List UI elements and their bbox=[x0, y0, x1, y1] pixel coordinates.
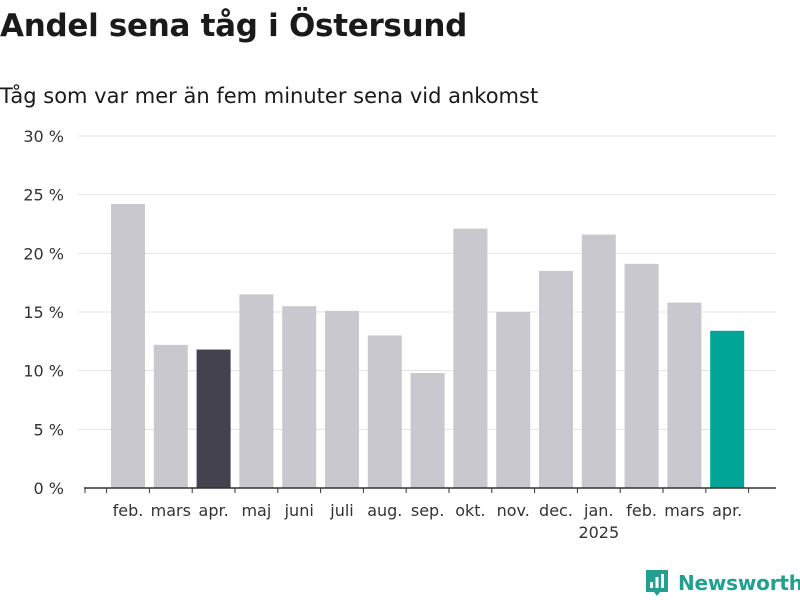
bar bbox=[239, 294, 274, 488]
y-tick-label: 15 % bbox=[23, 303, 64, 322]
chart-subtitle: Tåg som var mer än fem minuter sena vid … bbox=[0, 84, 539, 108]
x-tick-label: jan. bbox=[583, 501, 613, 520]
bar bbox=[153, 344, 188, 488]
x-tick-label: okt. bbox=[455, 501, 485, 520]
bar bbox=[496, 312, 531, 488]
newsworthy-logo-icon bbox=[646, 570, 668, 596]
bar bbox=[624, 263, 659, 488]
bar bbox=[282, 306, 317, 488]
x-tick-label: juli bbox=[329, 501, 353, 520]
bar-chart: 0 % 5 % 10 % 15 % 20 % 25 % 30 % feb. mars apr. ma… bbox=[23, 127, 776, 542]
x-tick-label: juni bbox=[284, 501, 314, 520]
y-tick-label: 20 % bbox=[23, 244, 64, 263]
x-tick-label: mars bbox=[151, 501, 191, 520]
x-tick-label: sep. bbox=[411, 501, 444, 520]
x-tick-label: apr. bbox=[712, 501, 742, 520]
bar bbox=[367, 335, 402, 488]
x-tick-label: maj bbox=[241, 501, 271, 520]
chart-title: Andel sena tåg i Östersund bbox=[0, 8, 468, 44]
bar bbox=[410, 373, 445, 488]
bar bbox=[710, 330, 745, 488]
bar bbox=[667, 302, 702, 488]
bar bbox=[111, 204, 145, 488]
bar bbox=[581, 234, 616, 488]
x-tick-label: nov. bbox=[497, 501, 530, 520]
bar bbox=[539, 270, 573, 488]
bar bbox=[325, 310, 359, 488]
y-tick-label: 5 % bbox=[34, 420, 64, 439]
x-tick-label: aug. bbox=[367, 501, 402, 520]
x-year-label: 2025 bbox=[578, 523, 619, 542]
bar bbox=[196, 349, 231, 488]
x-tick-label: feb. bbox=[626, 501, 657, 520]
brand-name: Newsworthy bbox=[678, 571, 800, 595]
y-tick-label: 0 % bbox=[34, 479, 64, 498]
x-tick-label: feb. bbox=[113, 501, 144, 520]
x-tick-label: dec. bbox=[539, 501, 573, 520]
y-tick-label: 30 % bbox=[23, 127, 64, 146]
x-tick-label: mars bbox=[664, 501, 704, 520]
newsworthy-logo: Newsworthy bbox=[644, 568, 800, 598]
x-tick-label: apr. bbox=[199, 501, 229, 520]
bar bbox=[453, 228, 488, 488]
y-tick-label: 25 % bbox=[23, 186, 64, 205]
y-tick-label: 10 % bbox=[23, 362, 64, 381]
